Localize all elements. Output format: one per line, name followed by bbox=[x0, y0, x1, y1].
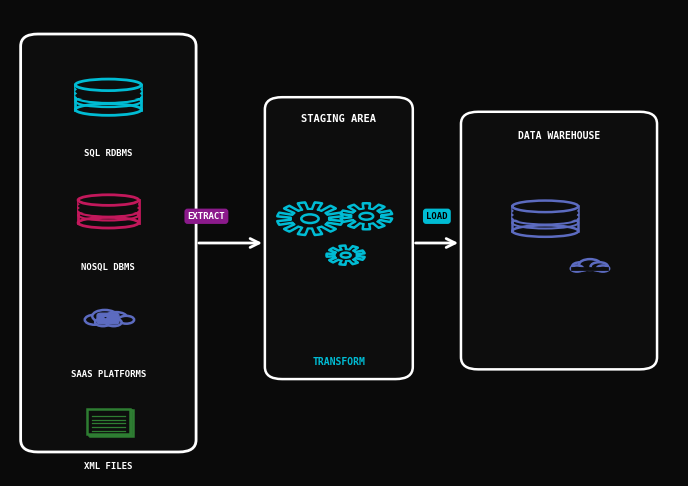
Ellipse shape bbox=[106, 318, 122, 326]
Bar bbox=[78, 200, 139, 223]
Bar bbox=[90, 411, 133, 436]
Ellipse shape bbox=[579, 259, 601, 270]
Ellipse shape bbox=[76, 79, 142, 90]
Ellipse shape bbox=[512, 201, 578, 212]
FancyBboxPatch shape bbox=[21, 34, 196, 452]
Ellipse shape bbox=[512, 211, 578, 223]
Ellipse shape bbox=[105, 312, 127, 323]
Bar bbox=[76, 85, 142, 109]
Ellipse shape bbox=[85, 315, 105, 325]
Text: TRANSFORM: TRANSFORM bbox=[312, 357, 365, 367]
Ellipse shape bbox=[76, 104, 142, 115]
Ellipse shape bbox=[590, 262, 608, 271]
Ellipse shape bbox=[105, 317, 107, 318]
Text: EXTRACT: EXTRACT bbox=[188, 212, 225, 221]
Text: SAAS PLATFORMS: SAAS PLATFORMS bbox=[71, 370, 146, 379]
Ellipse shape bbox=[78, 217, 139, 228]
FancyBboxPatch shape bbox=[265, 97, 413, 379]
Text: SQL RDBMS: SQL RDBMS bbox=[84, 149, 133, 157]
Ellipse shape bbox=[512, 226, 578, 237]
Ellipse shape bbox=[571, 265, 583, 272]
Ellipse shape bbox=[512, 207, 578, 219]
Ellipse shape bbox=[118, 316, 134, 324]
Ellipse shape bbox=[76, 90, 142, 101]
Bar bbox=[87, 409, 130, 434]
Bar bbox=[512, 207, 578, 231]
Ellipse shape bbox=[512, 203, 578, 215]
Ellipse shape bbox=[353, 209, 380, 223]
Text: NOSQL DBMS: NOSQL DBMS bbox=[81, 263, 136, 272]
FancyBboxPatch shape bbox=[97, 313, 119, 324]
FancyBboxPatch shape bbox=[461, 112, 657, 369]
Ellipse shape bbox=[95, 318, 111, 326]
Ellipse shape bbox=[78, 201, 139, 211]
Bar bbox=[89, 410, 131, 435]
Text: STAGING AREA: STAGING AREA bbox=[301, 114, 376, 124]
Ellipse shape bbox=[78, 205, 139, 215]
Ellipse shape bbox=[76, 82, 142, 93]
Ellipse shape bbox=[76, 86, 142, 97]
Ellipse shape bbox=[572, 262, 590, 271]
Ellipse shape bbox=[78, 197, 139, 208]
Ellipse shape bbox=[336, 250, 356, 260]
Text: DATA WAREHOUSE: DATA WAREHOUSE bbox=[517, 131, 600, 141]
Text: LOAD: LOAD bbox=[426, 212, 448, 221]
Ellipse shape bbox=[596, 265, 609, 272]
Ellipse shape bbox=[92, 310, 117, 322]
Ellipse shape bbox=[292, 210, 327, 227]
Ellipse shape bbox=[78, 195, 139, 206]
Text: XML FILES: XML FILES bbox=[84, 462, 133, 471]
